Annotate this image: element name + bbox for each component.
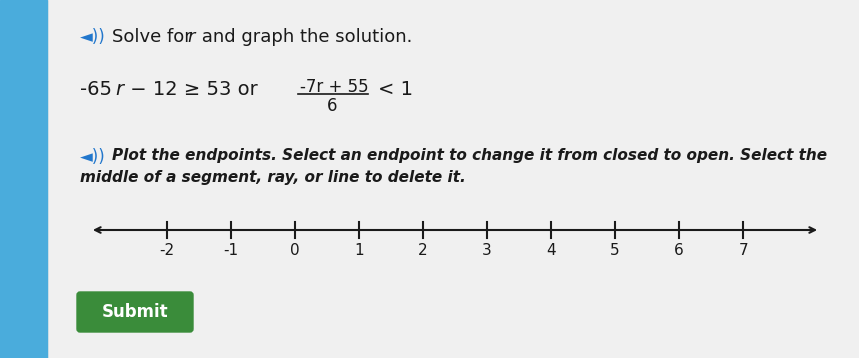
Text: Submit: Submit <box>101 303 168 321</box>
Text: -65: -65 <box>80 80 112 99</box>
FancyBboxPatch shape <box>77 292 193 332</box>
Text: < 1: < 1 <box>378 80 413 99</box>
Text: -2: -2 <box>159 243 174 258</box>
Text: middle of a segment, ray, or line to delete it.: middle of a segment, ray, or line to del… <box>80 170 466 185</box>
Text: 6: 6 <box>327 97 338 115</box>
Text: -1: -1 <box>223 243 239 258</box>
Text: 4: 4 <box>546 243 556 258</box>
Text: Solve for: Solve for <box>112 28 198 46</box>
Text: − 12 ≥ 53 or: − 12 ≥ 53 or <box>124 80 258 99</box>
Text: r: r <box>115 80 123 99</box>
Text: 7: 7 <box>739 243 748 258</box>
Text: 1: 1 <box>354 243 363 258</box>
Text: and graph the solution.: and graph the solution. <box>196 28 412 46</box>
Text: ◄)): ◄)) <box>80 28 106 46</box>
Bar <box>0 0 47 358</box>
Text: 3: 3 <box>482 243 492 258</box>
Text: 5: 5 <box>610 243 620 258</box>
Text: 0: 0 <box>290 243 300 258</box>
Text: ◄)): ◄)) <box>80 148 106 166</box>
Text: -7r + 55: -7r + 55 <box>300 78 369 96</box>
Text: r: r <box>187 28 194 46</box>
Text: 2: 2 <box>418 243 428 258</box>
Text: 6: 6 <box>674 243 684 258</box>
Text: Plot the endpoints. Select an endpoint to change it from closed to open. Select : Plot the endpoints. Select an endpoint t… <box>112 148 827 163</box>
